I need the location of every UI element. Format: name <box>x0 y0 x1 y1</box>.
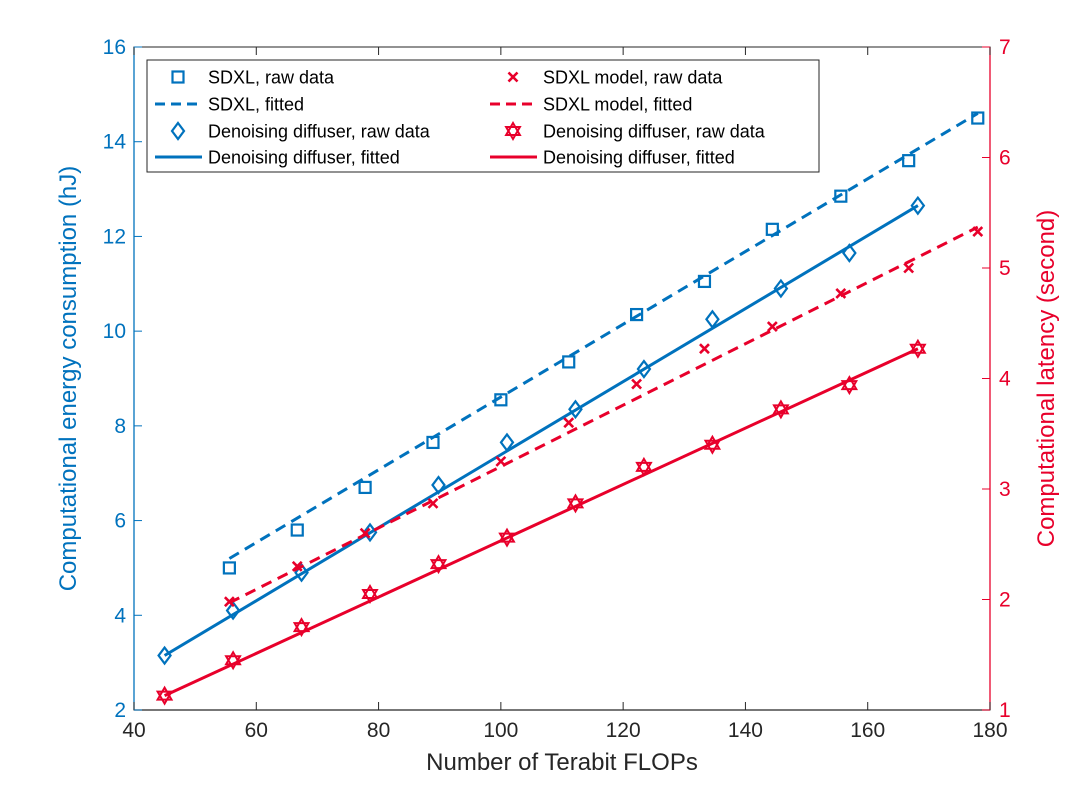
x-tick-label: 160 <box>850 719 885 742</box>
legend-marker-swatch <box>507 71 519 83</box>
right-y-tick-label: 1 <box>999 699 1011 722</box>
data-point <box>902 154 916 168</box>
legend-label: Denoising diffuser, raw data <box>543 122 766 142</box>
data-point <box>910 195 926 216</box>
data-point <box>361 583 379 605</box>
data-point <box>290 523 304 537</box>
x-tick-label: 180 <box>972 719 1007 742</box>
x-tick-label: 100 <box>483 719 518 742</box>
left-y-tick-label: 2 <box>114 699 126 722</box>
legend-item: SDXL, fitted <box>155 95 304 115</box>
legend-item: SDXL, raw data <box>171 68 335 88</box>
series-3 <box>163 204 919 657</box>
data-point <box>834 189 848 203</box>
series-0 <box>222 111 985 575</box>
right-y-tick-label: 3 <box>999 478 1011 501</box>
legend-label: SDXL, raw data <box>208 68 335 88</box>
series-line <box>228 112 979 560</box>
right-y-tick-label: 6 <box>999 147 1011 170</box>
legend-item: Denoising diffuser, raw data <box>504 120 766 142</box>
legend-label: Denoising diffuser, fitted <box>543 148 735 168</box>
legend-item: Denoising diffuser, fitted <box>490 148 735 168</box>
data-point <box>563 417 575 429</box>
legend-marker-swatch <box>504 120 522 142</box>
x-axis-title: Number of Terabit FLOPs <box>426 749 698 776</box>
legend-marker-swatch <box>170 121 186 141</box>
data-point <box>629 307 644 322</box>
series-line <box>228 225 979 605</box>
left-y-tick-label: 8 <box>114 415 126 438</box>
left-y-tick-label: 12 <box>103 225 126 248</box>
data-point <box>222 561 236 575</box>
series-line <box>163 347 919 697</box>
legend-item: SDXL model, raw data <box>507 68 723 88</box>
legend-item: Denoising diffuser, fitted <box>155 148 400 168</box>
series-5 <box>228 225 979 605</box>
data-point <box>971 111 985 125</box>
legend-label: SDXL model, raw data <box>543 68 723 88</box>
series-1 <box>228 112 979 560</box>
legend-label: Denoising diffuser, fitted <box>208 148 400 168</box>
legend-label: Denoising diffuser, raw data <box>208 122 431 142</box>
x-tick-label: 40 <box>122 719 145 742</box>
legend-box <box>146 59 820 173</box>
legend: SDXL, raw data SDXL, fitted Denoising diff… <box>146 59 820 173</box>
legend-marker-swatch <box>171 70 185 84</box>
data-point <box>903 262 915 274</box>
data-point <box>631 378 643 390</box>
right-y-tick-label: 7 <box>999 36 1011 59</box>
x-tick-label: 80 <box>367 719 390 742</box>
series-7 <box>163 347 919 697</box>
left-y-tick-label: 10 <box>103 320 126 343</box>
right-y-axis-title: Computational latency (second) <box>1033 210 1060 548</box>
x-tick-label: 120 <box>606 719 641 742</box>
data-point <box>766 321 778 332</box>
data-point <box>225 600 241 621</box>
left-y-tick-label: 4 <box>114 604 126 627</box>
data-point <box>835 287 847 299</box>
x-tick-label: 140 <box>728 719 763 742</box>
left-y-tick-label: 6 <box>114 510 126 533</box>
data-point <box>562 355 576 369</box>
right-y-tick-label: 4 <box>999 368 1011 391</box>
legend-label: SDXL, fitted <box>208 95 304 115</box>
series-layer <box>155 111 985 706</box>
series-line <box>163 204 919 657</box>
data-point <box>697 274 712 289</box>
x-tick-label: 60 <box>245 719 268 742</box>
legend-label: SDXL model, fitted <box>543 95 692 115</box>
legend-item: SDXL model, fitted <box>490 95 692 115</box>
legend-item: Denoising diffuser, raw data <box>170 121 431 142</box>
left-y-axis-title: Computational energy consumption (hJ) <box>55 166 82 592</box>
right-y-tick-label: 5 <box>999 257 1011 280</box>
data-point <box>358 480 372 495</box>
right-y-tick-label: 2 <box>999 589 1011 612</box>
data-point <box>427 497 439 509</box>
data-point <box>635 456 653 477</box>
left-y-tick-label: 16 <box>103 36 126 59</box>
left-y-tick-label: 14 <box>103 131 127 154</box>
data-point <box>699 343 710 355</box>
